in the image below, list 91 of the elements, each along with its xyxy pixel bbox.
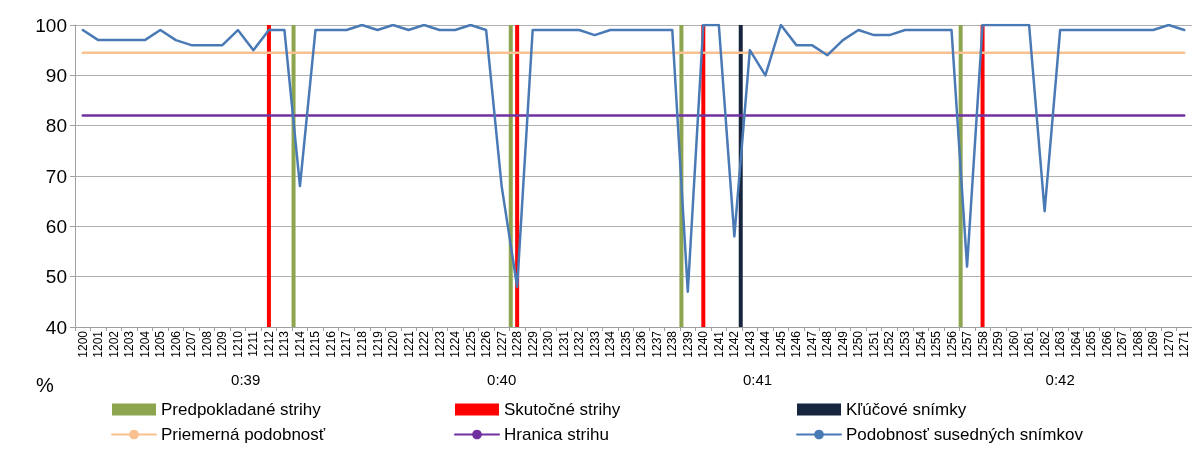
y-tick-label: 90 xyxy=(45,64,67,86)
x-tick-label: 1266 xyxy=(1099,330,1114,358)
x-tick-label: 1207 xyxy=(184,330,199,358)
x-tick-label: 1220 xyxy=(386,330,401,358)
x-tick-label: 1256 xyxy=(944,330,959,358)
x-tick-label: 1242 xyxy=(727,330,742,358)
x-tick-label: 1245 xyxy=(773,330,788,358)
x-tick-label: 1253 xyxy=(897,330,912,358)
text: 0:41 xyxy=(743,370,773,388)
x-tick-label: 1260 xyxy=(1006,330,1021,358)
x-tick-label: 1234 xyxy=(603,330,618,358)
x-tick-label: 1205 xyxy=(153,330,168,358)
x-tick-label: 1265 xyxy=(1084,330,1099,358)
legend-label: Skutočné strihy xyxy=(504,400,621,419)
x-tick-label: 1252 xyxy=(882,330,897,358)
x-tick-label: 1215 xyxy=(308,330,323,358)
text: 0:40 xyxy=(487,370,517,388)
x-tick-label: 1236 xyxy=(634,330,649,358)
y-tick-label: 50 xyxy=(45,266,67,288)
x-tick-label: 1243 xyxy=(742,330,757,358)
x-tick-label: 1233 xyxy=(587,330,602,358)
x-tick-label: 1202 xyxy=(106,330,121,358)
x-tick-label: 1226 xyxy=(479,330,494,358)
legend-label: Predpokladané strihy xyxy=(161,400,322,419)
legend-label: Priemerná podobnosť xyxy=(161,425,326,444)
text: 0:42 xyxy=(1045,370,1075,388)
x-tick-label: 1222 xyxy=(417,330,432,358)
x-tick-label: 1246 xyxy=(789,330,804,358)
x-tick-label: 1248 xyxy=(820,330,835,358)
x-tick-label: 1244 xyxy=(758,330,773,358)
x-tick-label: 1255 xyxy=(929,330,944,358)
x-tick-label: 1216 xyxy=(323,330,338,358)
x-tick-label: 1267 xyxy=(1115,330,1130,358)
x-tick-label: 1247 xyxy=(804,330,819,358)
y-axis-title: % xyxy=(36,374,55,396)
x-tick-label: 1211 xyxy=(246,330,261,357)
x-tick-label: 1214 xyxy=(292,330,307,358)
x-tick-label: 1203 xyxy=(122,330,137,358)
x-tick-label: 1271 xyxy=(1177,330,1192,358)
x-tick-label: 1209 xyxy=(215,330,230,358)
y-tick-label: 60 xyxy=(45,215,67,237)
y-tick-label: 40 xyxy=(45,316,67,338)
y-tick-label: 70 xyxy=(45,165,67,187)
x-tick-label: 1223 xyxy=(432,330,447,358)
x-tick-label: 1270 xyxy=(1161,330,1176,358)
x-tick-label: 1231 xyxy=(556,330,571,358)
x-tick-label: 1240 xyxy=(696,330,711,358)
text: 0:39 xyxy=(231,370,261,388)
legend-label: Hranica strihu xyxy=(504,425,609,444)
x-tick-label: 1204 xyxy=(137,330,152,358)
x-tick-label: 1235 xyxy=(618,330,633,358)
x-tick-label: 1213 xyxy=(277,330,292,358)
x-tick-label: 1238 xyxy=(665,330,680,358)
x-tick-label: 1217 xyxy=(339,330,354,358)
x-tick-label: 1237 xyxy=(649,330,664,358)
x-tick-label: 1262 xyxy=(1037,330,1052,358)
x-tick-label: 1228 xyxy=(510,330,525,358)
x-tick-label: 1200 xyxy=(75,330,90,358)
x-tick-label: 1224 xyxy=(448,330,463,358)
x-tick-label: 1269 xyxy=(1146,330,1161,358)
legend-label: Podobnosť susedných snímkov xyxy=(846,425,1084,444)
x-tick-label: 1263 xyxy=(1053,330,1068,358)
y-tick-label: 100 xyxy=(35,14,67,36)
x-tick-label: 1229 xyxy=(525,330,540,358)
x-tick-label: 1257 xyxy=(960,330,975,358)
x-tick-label: 1250 xyxy=(851,330,866,358)
x-tick-label: 1239 xyxy=(680,330,695,358)
x-tick-label: 1232 xyxy=(572,330,587,358)
x-tick-label: 1258 xyxy=(975,330,990,358)
legend-label: Kľúčové snímky xyxy=(846,400,967,419)
x-tick-label: 1219 xyxy=(370,330,385,358)
x-tick-label: 1264 xyxy=(1068,330,1083,358)
x-tick-label: 1218 xyxy=(355,330,370,358)
x-tick-label: 1268 xyxy=(1130,330,1145,358)
x-tick-label: 1259 xyxy=(991,330,1006,358)
x-tick-label: 1208 xyxy=(199,330,214,358)
x-tick-label: 1210 xyxy=(230,330,245,358)
x-tick-label: 1261 xyxy=(1022,330,1037,358)
x-tick-label: 1230 xyxy=(541,330,556,358)
x-tick-label: 1201 xyxy=(91,330,106,358)
x-tick-label: 1212 xyxy=(261,330,276,358)
x-tick-label: 1249 xyxy=(835,330,850,358)
x-tick-label: 1241 xyxy=(711,330,726,358)
x-tick-label: 1221 xyxy=(401,330,416,358)
x-tick-label: 1227 xyxy=(494,330,509,358)
x-tick-label: 1254 xyxy=(913,330,928,358)
x-tick-label: 1251 xyxy=(866,330,881,358)
line-series xyxy=(81,23,1186,294)
y-tick-label: 80 xyxy=(45,115,67,137)
x-tick-label: 1206 xyxy=(168,330,183,358)
x-tick-label: 1225 xyxy=(463,330,478,358)
